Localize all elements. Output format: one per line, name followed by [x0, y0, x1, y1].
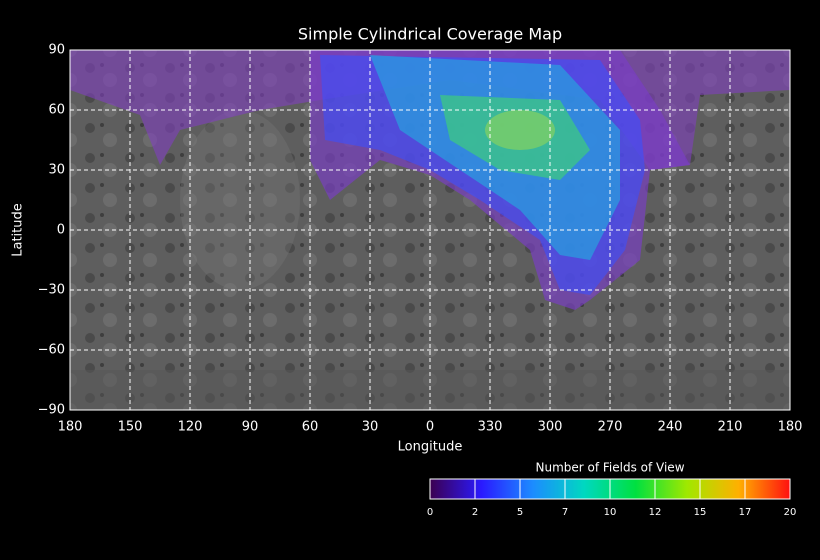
colorbar-tick-label: 20	[784, 507, 797, 518]
colorbar-tick-label: 10	[604, 507, 617, 518]
y-tick-label: 60	[48, 103, 65, 118]
colorbar-tick-label: 0	[427, 507, 433, 518]
y-tick-label: −30	[38, 283, 65, 298]
chart-title: Simple Cylindrical Coverage Map	[298, 25, 562, 44]
x-tick-label: 210	[718, 420, 743, 435]
x-tick-label: 120	[178, 420, 203, 435]
x-tick-label: 300	[538, 420, 563, 435]
x-tick-label: 330	[478, 420, 503, 435]
x-tick-label: 180	[58, 420, 83, 435]
colorbar-tick-label: 17	[739, 507, 752, 518]
x-tick-label: 180	[778, 420, 803, 435]
y-tick-label: 90	[48, 43, 65, 58]
coverage-peak	[440, 95, 590, 180]
x-tick-label: 150	[118, 420, 143, 435]
x-axis-label: Longitude	[398, 440, 463, 455]
colorbar-tick-label: 7	[562, 507, 568, 518]
colorbar-tick-label: 2	[472, 507, 478, 518]
terrain	[180, 110, 300, 290]
colorbar-tick-label: 5	[517, 507, 523, 518]
x-tick-label: 30	[362, 420, 379, 435]
x-tick-label: 60	[302, 420, 319, 435]
colorbar-title: Number of Fields of View	[535, 461, 684, 475]
colorbar-tick-label: 12	[649, 507, 662, 518]
coverage-peak	[485, 110, 555, 150]
x-tick-label: 240	[658, 420, 683, 435]
x-tick-label: 90	[242, 420, 259, 435]
y-tick-label: −60	[38, 343, 65, 358]
colorbar-tick-label: 15	[694, 507, 707, 518]
y-tick-label: 30	[48, 163, 65, 178]
y-tick-label: 0	[57, 223, 65, 238]
y-axis-label: Latitude	[11, 203, 26, 257]
y-tick-label: −90	[38, 403, 65, 418]
x-tick-label: 270	[598, 420, 623, 435]
x-tick-label: 0	[426, 420, 434, 435]
